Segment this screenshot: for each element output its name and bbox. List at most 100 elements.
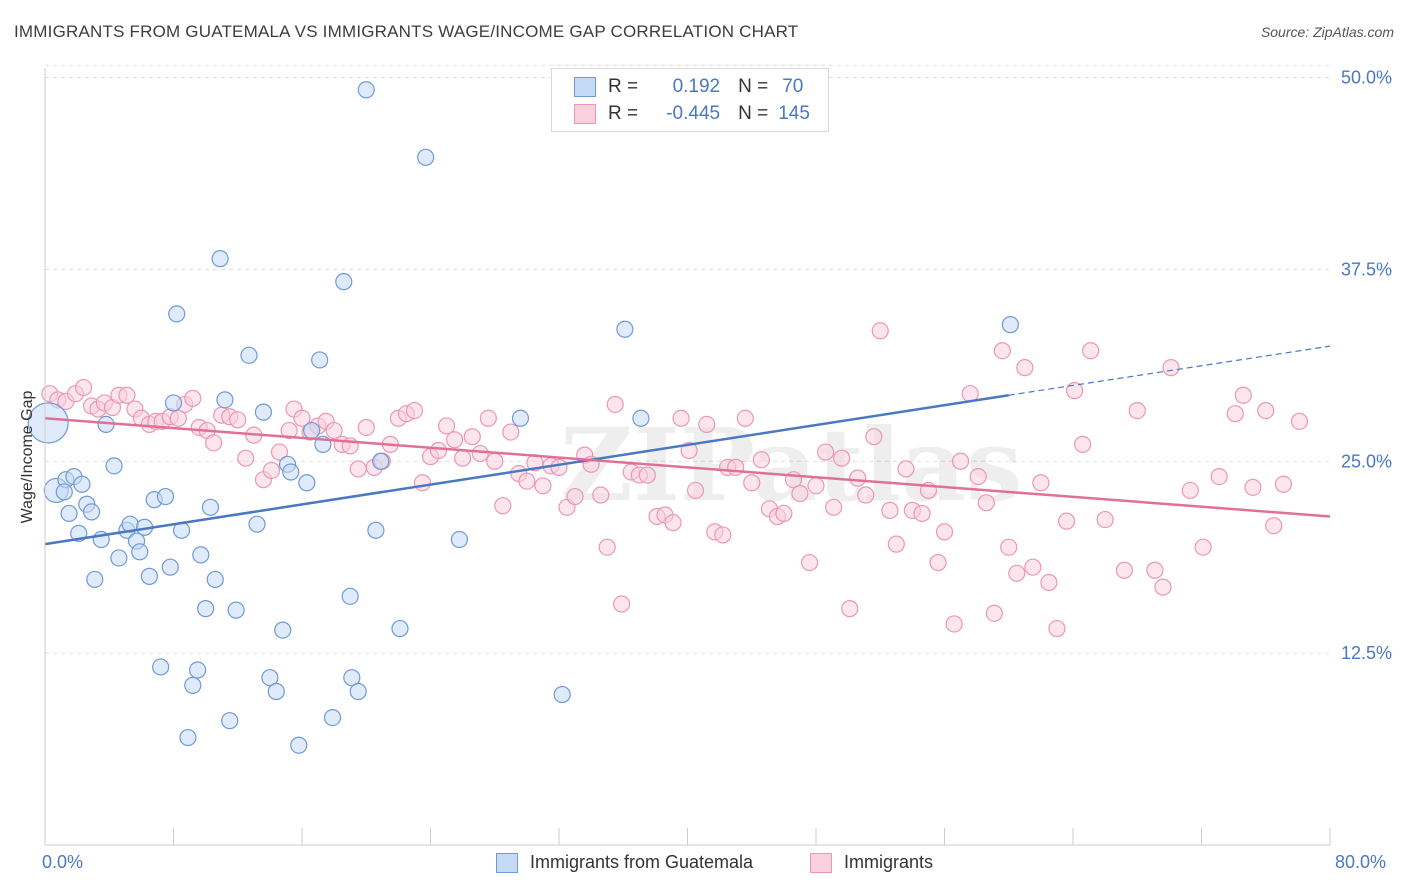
guatemala-point <box>417 148 435 166</box>
immigrants-point <box>550 458 568 476</box>
guatemala-point <box>349 682 367 701</box>
immigrants-point <box>205 434 223 452</box>
guatemala-point <box>105 457 123 475</box>
immigrants-point <box>534 477 552 495</box>
guatemala-point <box>303 421 321 440</box>
y-tick-label-0: 12.5% <box>1341 643 1392 663</box>
guatemala-point <box>267 682 285 701</box>
legend-swatch-blue <box>574 77 596 97</box>
immigrants-point <box>1257 401 1275 420</box>
guatemala-point <box>372 452 390 470</box>
immigrants-point <box>237 449 255 467</box>
guatemala-point <box>188 661 207 679</box>
y-axis-label: Wage/Income Gap <box>19 390 36 524</box>
legend-row-immigrants: R = -0.445 N = 145 <box>574 102 810 126</box>
immigrants-point <box>229 411 247 429</box>
immigrants-point <box>672 409 690 427</box>
immigrants-point <box>471 444 489 463</box>
immigrants-point <box>1234 386 1252 404</box>
immigrants-point <box>638 466 656 484</box>
guatemala-point <box>335 273 353 291</box>
immigrants-point <box>494 497 512 515</box>
immigrants-point <box>945 615 963 633</box>
immigrants-point <box>1154 578 1172 596</box>
immigrants-point <box>262 461 281 480</box>
immigrants-point <box>1210 468 1228 486</box>
immigrants-point <box>293 409 311 427</box>
immigrants-point <box>518 472 536 490</box>
guatemala-point <box>60 504 78 523</box>
guatemala-point <box>311 351 329 369</box>
guatemala-point <box>82 503 101 521</box>
guatemala-point <box>216 391 234 409</box>
guatemala-point <box>357 81 375 99</box>
immigrants-point <box>833 449 851 467</box>
immigrants-point <box>118 386 136 404</box>
guatemala-point <box>616 320 634 338</box>
immigrants-point <box>1128 401 1146 420</box>
grid-lines <box>45 64 1330 654</box>
guatemala-point <box>73 475 91 493</box>
immigrants-point <box>1048 619 1066 638</box>
immigrants-point <box>1024 558 1042 576</box>
immigrants-point <box>1057 512 1076 530</box>
guatemala-point <box>553 685 571 704</box>
guatemala-point <box>131 543 149 561</box>
guatemala-point <box>511 409 530 427</box>
guatemala-point <box>201 498 220 516</box>
immigrants-point <box>807 477 825 495</box>
immigrants-point <box>405 401 424 420</box>
immigrants-point <box>743 474 761 492</box>
guatemala-point <box>140 567 159 585</box>
guatemala-point <box>197 600 215 618</box>
immigrants-point <box>1181 481 1199 500</box>
immigrants-point <box>664 514 682 532</box>
trend-line-guatemala-extension <box>1008 345 1331 396</box>
y-tick-label-3: 50.0% <box>1341 68 1392 88</box>
y-tick-label-1: 25.0% <box>1341 451 1392 471</box>
guatemala-point <box>254 403 273 421</box>
x-tick-label-max: 80.0% <box>1335 852 1387 872</box>
immigrants-point <box>598 538 616 556</box>
bottom-legend-immigrants: Immigrants <box>810 852 933 873</box>
immigrants-point <box>727 458 745 476</box>
immigrants-point <box>935 523 954 541</box>
immigrants-point <box>1274 475 1293 493</box>
immigrants-point <box>977 494 995 512</box>
immigrants-point <box>825 498 843 516</box>
immigrants-point <box>502 423 520 441</box>
legend-r-value-guatemala: 0.192 <box>672 76 721 97</box>
guatemala-point <box>206 570 224 589</box>
legend-r-label: R = <box>608 76 639 97</box>
guatemala-point <box>450 530 469 549</box>
guatemala-point <box>161 558 179 576</box>
immigrants-point <box>714 526 732 544</box>
guatemala-point <box>261 669 279 687</box>
legend-n-label: N = <box>738 103 769 124</box>
trend-lines <box>44 345 1331 546</box>
guatemala-point <box>298 474 316 492</box>
immigrants-point <box>951 452 970 470</box>
guatemala-point <box>211 250 229 268</box>
immigrants-point <box>698 415 716 434</box>
immigrants-point <box>1016 359 1034 377</box>
legend-n-value-immigrants: 145 <box>778 103 810 124</box>
immigrants-point <box>270 443 289 461</box>
guatemala-point <box>341 587 359 605</box>
guatemala-point <box>290 736 308 754</box>
bottom-legend-guatemala: Immigrants from Guatemala <box>496 852 753 873</box>
guatemala-point <box>391 619 409 638</box>
immigrants-point <box>1000 538 1018 556</box>
trend-line-immigrants <box>44 417 1331 518</box>
immigrants-point <box>445 431 464 449</box>
immigrants-point <box>1074 435 1092 453</box>
immigrants-point <box>817 443 835 461</box>
immigrants-point <box>1032 474 1050 492</box>
immigrants-point <box>1115 561 1134 579</box>
immigrants-point <box>486 452 504 470</box>
guatemala-point <box>343 669 361 687</box>
guatemala-point <box>274 621 292 639</box>
correlation-legend: R = 0.192 N = 70 R = -0.445 N = 145 <box>551 68 829 132</box>
immigrants-point <box>881 501 899 519</box>
immigrants-point <box>1008 564 1026 582</box>
